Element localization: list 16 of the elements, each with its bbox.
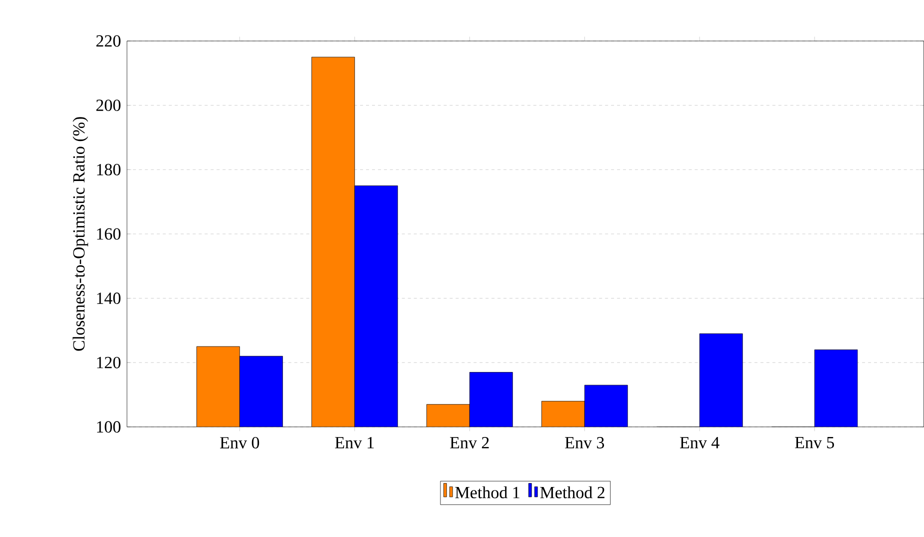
legend-label: Method 1 (455, 486, 520, 498)
x-tick-label: Env 2 (450, 437, 489, 449)
y-axis-title: Closeness-to-Optimistic Ratio (%) (72, 117, 88, 351)
y-tick-label: 100 (97, 421, 120, 433)
y-tick-label: 200 (96, 100, 120, 112)
x-tick-label: Env 1 (335, 437, 374, 448)
y-tick-label: 140 (97, 292, 120, 304)
x-tick-label: Env 5 (794, 437, 834, 448)
x-tick-label: Env 0 (220, 437, 260, 449)
y-tick-label: 160 (97, 228, 120, 240)
x-tick-label: Env 3 (565, 437, 604, 449)
y-tick-label: 220 (96, 35, 120, 47)
legend-label: Method 2 (540, 486, 604, 498)
x-tick-label: Env 4 (680, 437, 720, 448)
y-tick-label: 180 (97, 164, 120, 176)
y-tick-label: 120 (97, 356, 120, 368)
